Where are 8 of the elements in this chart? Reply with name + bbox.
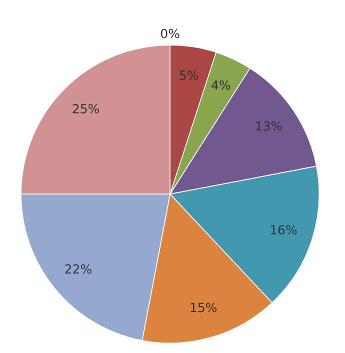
data-label: 16% — [270, 225, 297, 235]
text: 0% — [160, 28, 180, 38]
data-label: 5% — [180, 70, 198, 80]
data-label: 15% — [190, 302, 217, 312]
data-label: 25% — [72, 104, 99, 114]
data-label: 22% — [65, 264, 92, 274]
data-label: 4% — [212, 80, 230, 90]
data-label: 13% — [256, 121, 282, 131]
